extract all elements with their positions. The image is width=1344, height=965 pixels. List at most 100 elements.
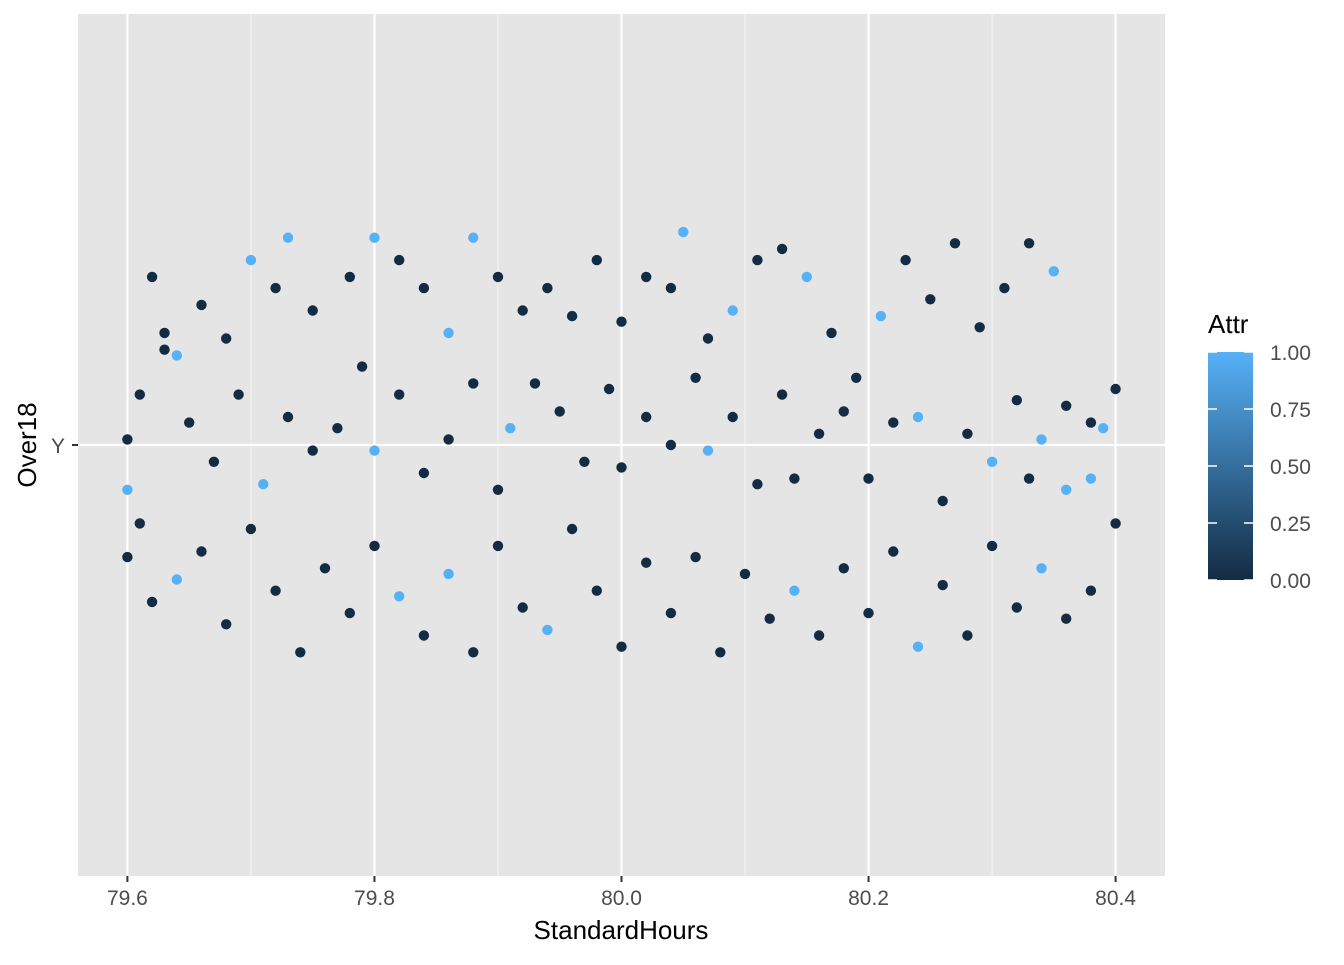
data-point — [492, 540, 504, 552]
data-point — [863, 473, 874, 484]
data-point — [912, 411, 924, 423]
data-point — [233, 389, 244, 400]
data-point — [258, 479, 269, 490]
data-point — [566, 523, 578, 535]
data-point — [134, 389, 145, 400]
data-point — [702, 333, 714, 344]
data-point — [208, 456, 220, 467]
data-point — [986, 540, 998, 552]
data-point — [752, 254, 763, 266]
data-point — [418, 630, 430, 641]
data-point — [986, 456, 998, 467]
data-point — [925, 294, 936, 305]
colorbar-tick-label: 0.50 — [1270, 456, 1311, 479]
data-point — [838, 563, 849, 574]
data-point — [1110, 518, 1121, 529]
data-point — [171, 574, 182, 585]
data-point — [826, 327, 837, 339]
x-tick-label: 79.8 — [354, 887, 395, 910]
data-point — [739, 568, 751, 580]
data-point — [1048, 266, 1060, 277]
data-point — [295, 647, 306, 658]
data-point — [554, 406, 565, 417]
data-point — [690, 372, 701, 383]
data-point — [579, 456, 590, 467]
data-point — [221, 619, 232, 630]
data-point — [344, 607, 355, 619]
data-point — [566, 310, 578, 322]
colorbar-tick-label: 0.00 — [1270, 570, 1311, 593]
data-point — [776, 243, 788, 255]
data-point — [752, 479, 763, 490]
data-point — [270, 585, 281, 596]
data-point — [196, 546, 207, 557]
data-point — [665, 282, 677, 294]
x-axis: 79.6 79.8 80.0 80.2 80.4 — [107, 876, 1136, 910]
data-point — [813, 428, 825, 439]
data-point — [529, 378, 541, 389]
y-axis: Y — [51, 435, 78, 458]
data-point — [603, 383, 615, 395]
data-point — [702, 445, 714, 456]
colorbar-tick-label: 0.75 — [1270, 399, 1311, 422]
data-point — [542, 624, 553, 636]
data-point — [1085, 473, 1097, 484]
data-point — [443, 434, 454, 445]
data-point — [888, 417, 899, 428]
data-point — [517, 305, 528, 316]
data-point — [1061, 400, 1072, 411]
data-point — [912, 641, 924, 652]
color-legend: Attr 0.00 0.25 0.50 0.75 1.00 — [1208, 309, 1311, 593]
colorbar-tick-label: 1.00 — [1270, 342, 1311, 365]
data-point — [1036, 563, 1047, 574]
data-point — [468, 232, 479, 243]
data-point — [245, 523, 257, 535]
data-point — [159, 344, 170, 355]
data-point — [678, 226, 689, 238]
data-point — [492, 484, 504, 495]
legend-title: Attr — [1208, 309, 1249, 339]
data-point — [1085, 417, 1097, 428]
data-point — [369, 445, 380, 456]
data-point — [764, 613, 775, 624]
y-tick-label: Y — [51, 435, 65, 458]
data-point — [468, 647, 479, 658]
data-point — [999, 282, 1010, 294]
data-point — [801, 271, 812, 283]
data-point — [591, 585, 602, 596]
data-point — [443, 568, 454, 580]
data-point — [369, 232, 380, 243]
data-point — [616, 641, 627, 652]
data-point — [962, 428, 973, 439]
data-point — [1098, 423, 1109, 434]
data-point — [616, 462, 627, 473]
data-point — [665, 439, 677, 451]
data-point — [616, 316, 627, 327]
data-point — [282, 232, 294, 243]
data-points — [122, 226, 1121, 658]
data-point — [962, 630, 973, 641]
data-point — [789, 473, 800, 484]
x-tick-label: 80.4 — [1095, 887, 1136, 910]
x-tick-label: 80.0 — [601, 887, 642, 910]
data-point — [1036, 434, 1047, 445]
data-point — [307, 445, 318, 456]
data-point — [974, 322, 985, 333]
data-point — [851, 372, 862, 383]
data-point — [356, 361, 368, 372]
data-point — [369, 540, 380, 552]
data-point — [715, 647, 726, 658]
data-point — [863, 607, 874, 619]
data-point — [122, 484, 133, 495]
data-point — [122, 551, 133, 563]
data-point — [776, 389, 788, 400]
data-point — [1023, 473, 1035, 484]
data-point — [134, 518, 145, 529]
data-point — [665, 607, 677, 619]
data-point — [394, 389, 405, 400]
data-point — [888, 546, 899, 557]
data-point — [1061, 484, 1072, 495]
data-point — [344, 271, 355, 283]
